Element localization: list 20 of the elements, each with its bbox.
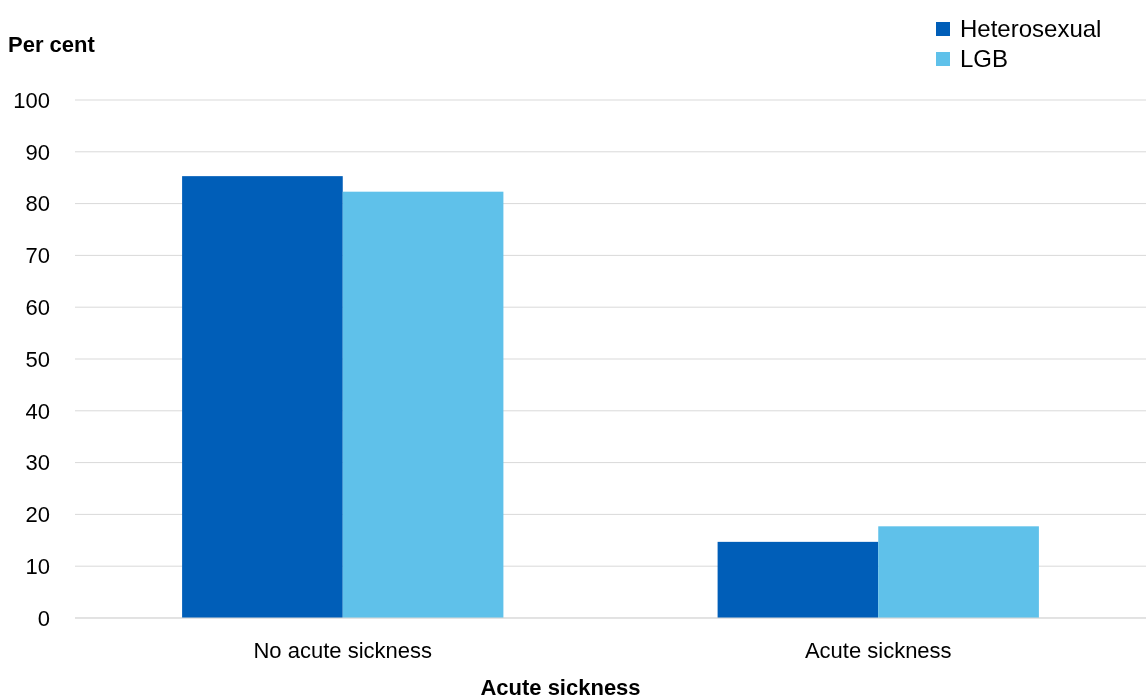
bar: [878, 526, 1039, 618]
bar: [717, 541, 879, 618]
y-axis-title: Per cent: [8, 32, 96, 57]
y-tick-label: 40: [25, 398, 50, 424]
y-tick-label: 60: [25, 294, 50, 320]
bar: [342, 191, 504, 618]
y-tick-label: 50: [25, 346, 50, 372]
y-tick-label: 90: [25, 139, 50, 165]
x-axis-title: Acute sickness: [480, 675, 641, 700]
x-tick-label: No acute sickness: [253, 638, 433, 663]
y-tick-label: 80: [25, 191, 50, 217]
legend-label: LGB: [960, 45, 1009, 73]
y-tick-label: 20: [25, 502, 50, 528]
y-tick-label: 10: [25, 553, 50, 579]
y-tick-label: 70: [25, 243, 50, 269]
y-tick-label: 30: [25, 450, 50, 476]
y-tick-label: 100: [13, 87, 50, 113]
y-tick-label: 0: [37, 605, 50, 631]
bar: [182, 176, 343, 618]
legend-label: Heterosexual: [960, 15, 1102, 43]
